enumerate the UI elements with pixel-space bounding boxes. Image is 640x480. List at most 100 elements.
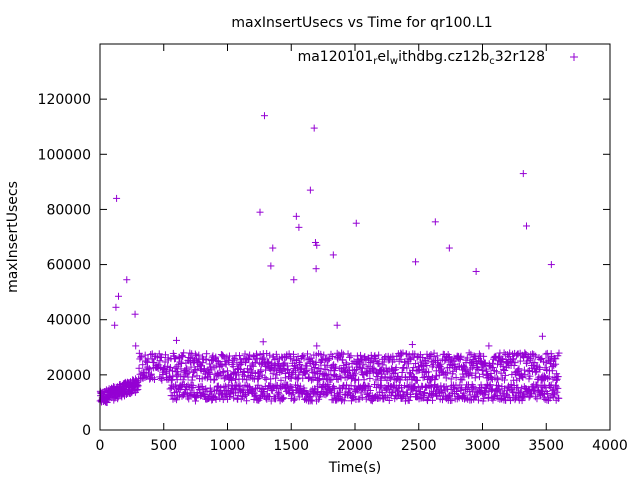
data-point	[180, 349, 188, 357]
data-point	[322, 391, 330, 399]
data-point-outlier	[313, 342, 321, 350]
data-point	[370, 358, 378, 366]
data-point	[403, 364, 411, 372]
data-point	[212, 362, 220, 370]
data-point	[412, 390, 420, 398]
data-point	[434, 383, 442, 391]
data-point-outlier	[306, 186, 314, 194]
data-point	[500, 365, 508, 373]
data-point	[404, 389, 412, 397]
data-point	[547, 350, 555, 358]
data-point	[472, 369, 480, 377]
data-point-outlier	[472, 267, 480, 275]
data-point	[501, 366, 509, 374]
x-tick-label: 1000	[210, 438, 246, 454]
data-point	[501, 376, 509, 384]
data-point	[352, 375, 360, 383]
data-point	[235, 385, 243, 393]
data-point	[461, 394, 469, 402]
data-point	[360, 361, 368, 369]
data-point	[393, 393, 401, 401]
data-point	[345, 363, 353, 371]
data-point	[308, 365, 316, 373]
data-point	[441, 357, 449, 365]
data-point	[337, 374, 345, 382]
data-point	[499, 362, 507, 370]
data-point	[486, 382, 494, 390]
data-point	[189, 381, 197, 389]
data-point	[553, 370, 561, 378]
data-point	[325, 370, 333, 378]
data-point	[509, 388, 517, 396]
data-point	[546, 394, 554, 402]
data-point	[532, 352, 540, 360]
data-point	[336, 372, 344, 380]
data-point	[444, 369, 452, 377]
data-point	[495, 382, 503, 390]
data-point	[207, 387, 215, 395]
data-point	[467, 384, 475, 392]
data-point	[147, 370, 155, 378]
data-point	[218, 362, 226, 370]
data-point	[243, 376, 251, 384]
data-point-outlier	[295, 223, 303, 231]
data-point	[343, 381, 351, 389]
data-point	[324, 381, 332, 389]
x-tick-label: 3500	[528, 438, 564, 454]
data-point	[465, 349, 473, 357]
data-point	[137, 353, 145, 361]
data-point	[239, 375, 247, 383]
data-point	[541, 395, 549, 403]
data-point	[480, 352, 488, 360]
data-point	[333, 396, 341, 404]
data-point	[231, 376, 239, 384]
data-point-outlier	[522, 222, 530, 230]
data-point	[528, 390, 536, 398]
data-point	[554, 384, 562, 392]
data-point	[385, 396, 393, 404]
data-point	[521, 392, 529, 400]
data-point	[165, 372, 173, 380]
data-point	[492, 368, 500, 376]
data-point	[256, 351, 264, 359]
data-point-outlier	[123, 276, 131, 284]
data-point	[267, 397, 275, 405]
chart-title: maxInsertUsecs vs Time for qr100.L1	[231, 15, 492, 31]
data-point	[452, 387, 460, 395]
data-point	[158, 376, 166, 384]
data-point	[398, 368, 406, 376]
data-point	[302, 389, 310, 397]
y-tick-label: 60000	[46, 258, 91, 274]
data-point	[429, 396, 437, 404]
data-point-outlier	[485, 342, 493, 350]
data-point	[226, 373, 234, 381]
data-point	[487, 369, 495, 377]
data-point	[457, 352, 465, 360]
data-point	[261, 374, 269, 382]
data-point	[349, 394, 357, 402]
data-point	[147, 351, 155, 359]
data-point	[494, 376, 502, 384]
data-point	[291, 395, 299, 403]
data-point	[416, 387, 424, 395]
data-point	[347, 352, 355, 360]
data-point	[404, 360, 412, 368]
data-point	[253, 355, 261, 363]
data-point	[521, 371, 529, 379]
data-point	[225, 352, 233, 360]
data-point	[303, 350, 311, 358]
x-tick-label: 0	[96, 438, 105, 454]
data-point	[157, 374, 165, 382]
data-point-outlier	[312, 265, 320, 273]
x-axis-label: Time(s)	[328, 460, 381, 476]
data-point	[421, 389, 429, 397]
data-point	[218, 351, 226, 359]
data-point	[515, 365, 523, 373]
data-point	[437, 360, 445, 368]
data-point	[360, 376, 368, 384]
data-points	[96, 112, 563, 407]
data-point	[357, 351, 365, 359]
data-point	[232, 385, 240, 393]
data-point	[289, 350, 297, 358]
data-point	[336, 364, 344, 372]
